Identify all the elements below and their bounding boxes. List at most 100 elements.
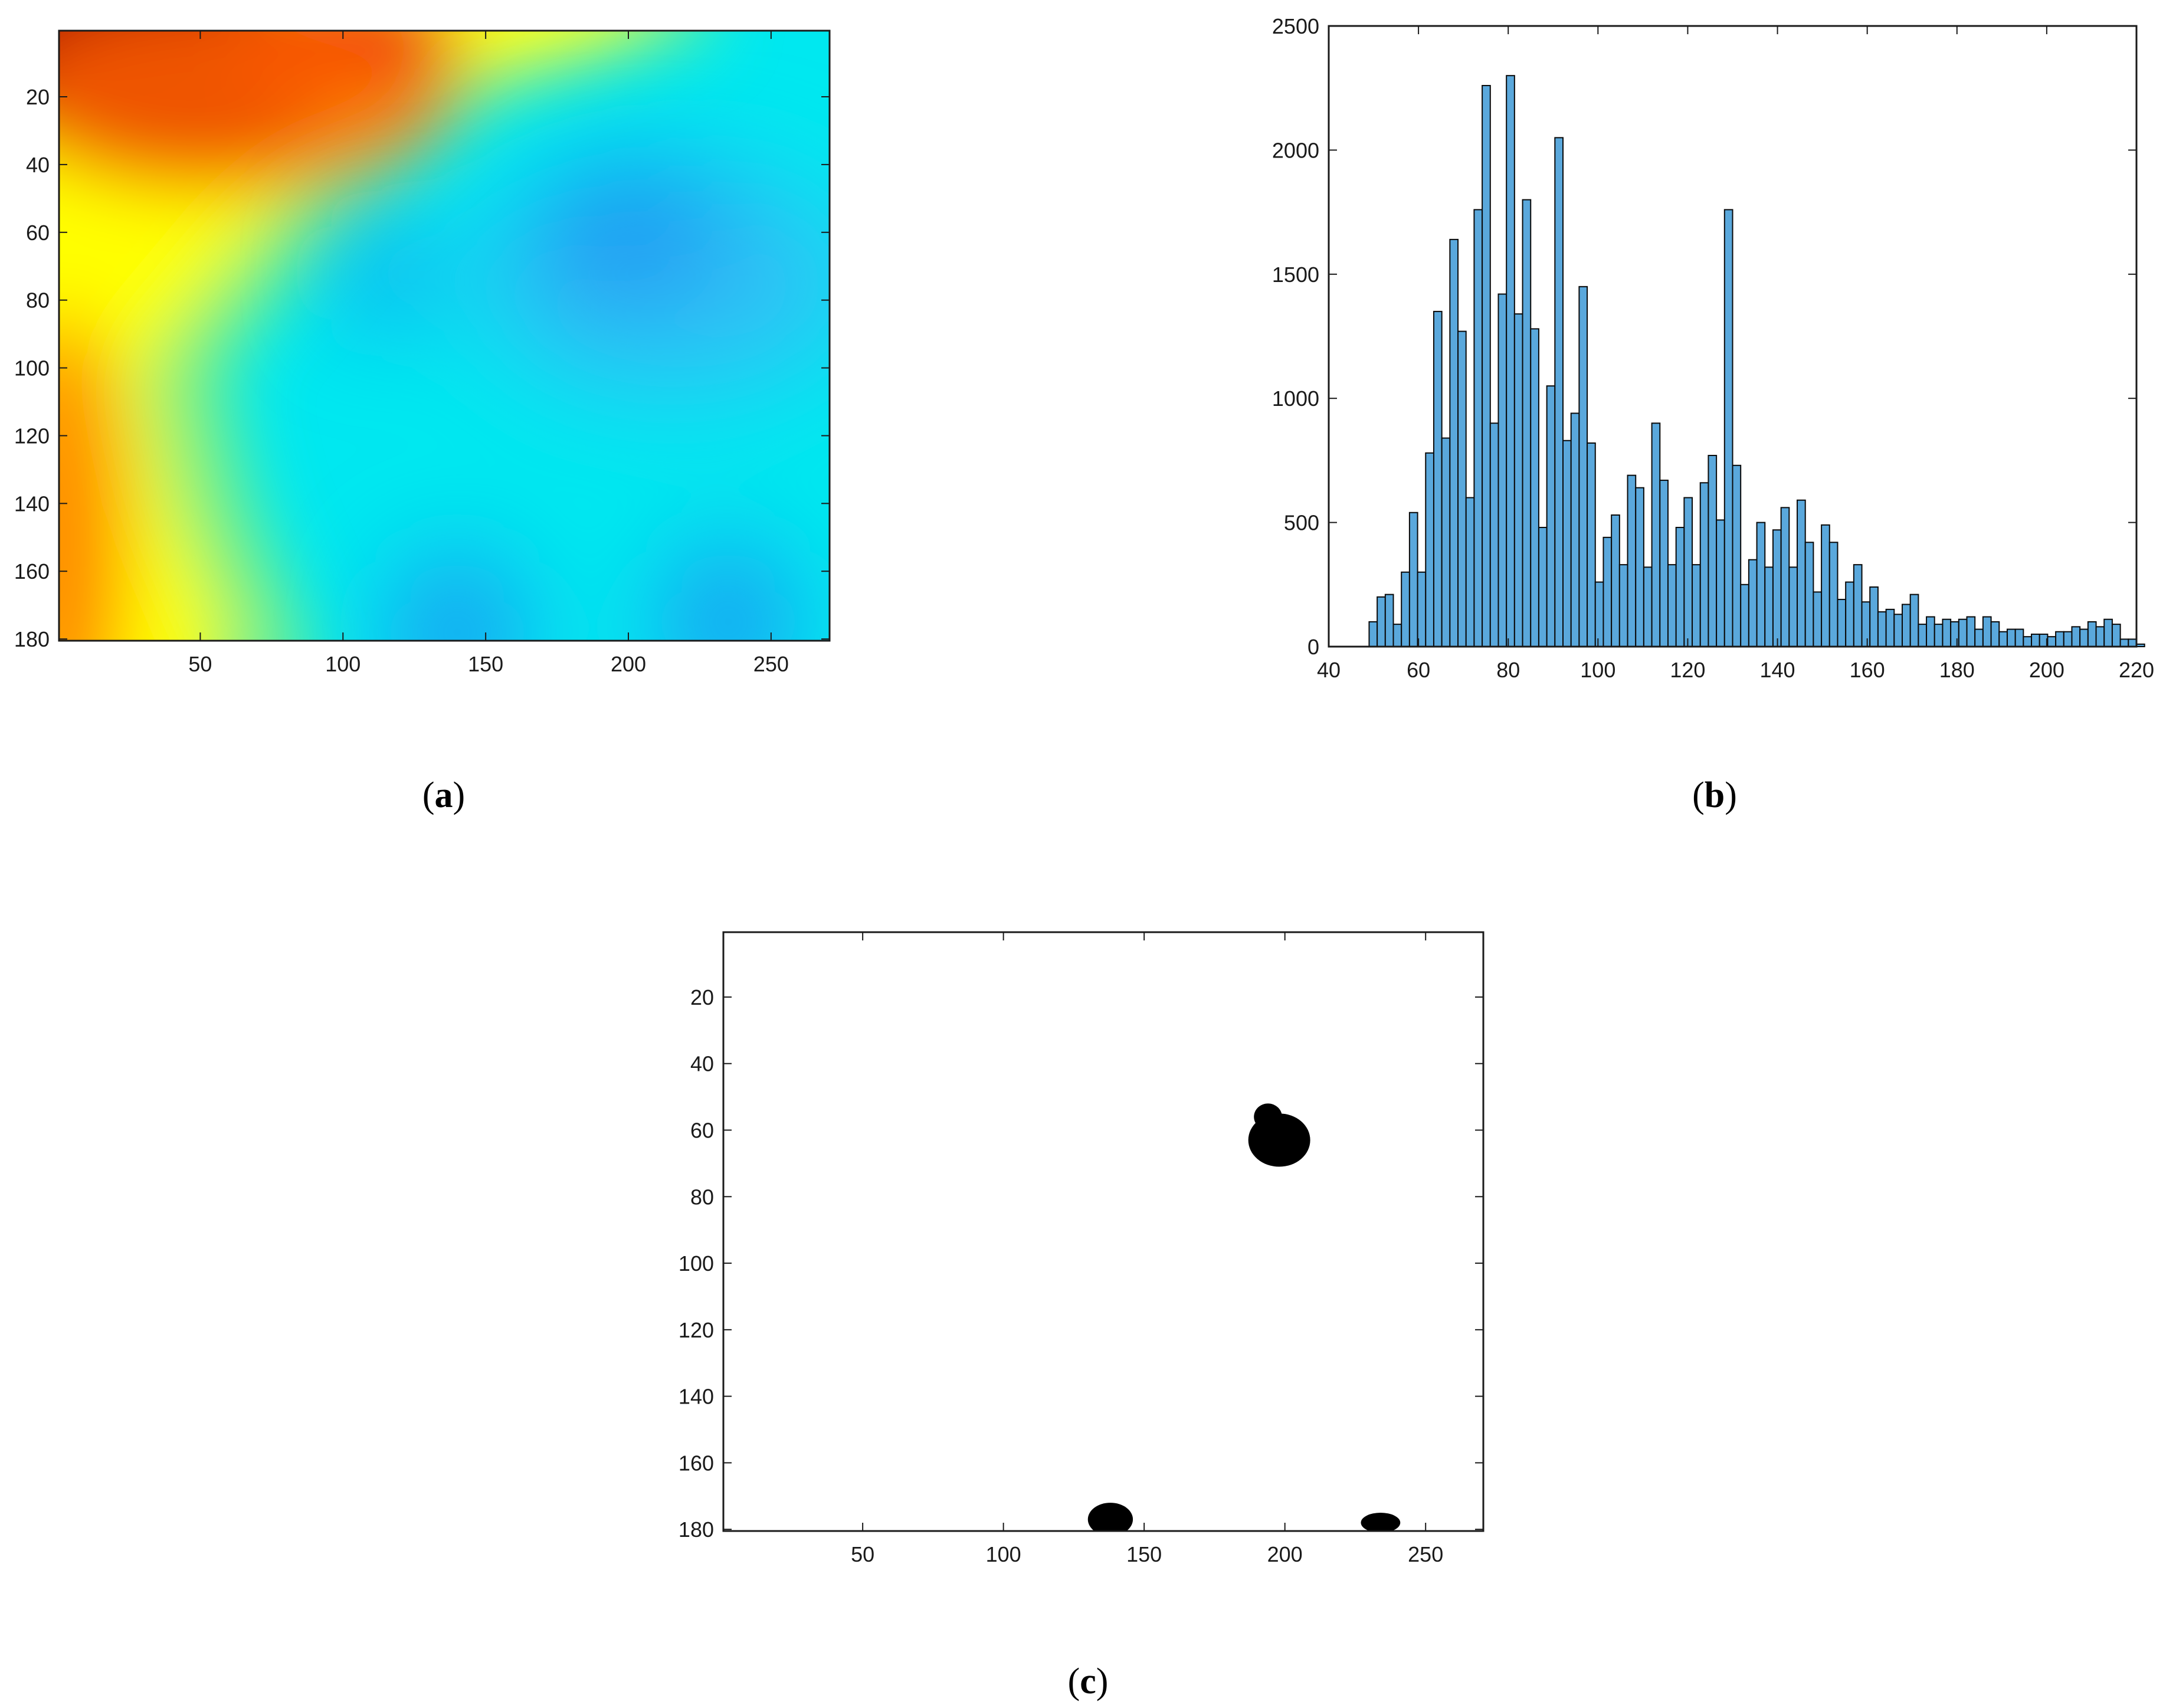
histogram-bar	[1813, 591, 1823, 648]
histogram-bar	[2055, 631, 2064, 647]
histogram-bar	[2095, 626, 2105, 648]
heatmap-a-cold-spot	[344, 219, 427, 326]
histogram-ytick-label: 0	[1307, 635, 1319, 659]
histogram-bar	[1740, 583, 1749, 647]
histogram-bar	[1699, 482, 1709, 647]
histogram-xtick-label: 100	[1580, 658, 1615, 682]
heatmap-a-ytick-label: 160	[14, 559, 50, 583]
histogram-bar	[1618, 564, 1628, 647]
histogram-xtick-label: 120	[1670, 658, 1705, 682]
caption-c: (c)	[1068, 1661, 1109, 1702]
heatmap-a-ytick-label: 180	[14, 627, 50, 651]
histogram-xtick-label: 80	[1496, 658, 1520, 682]
histogram-bar	[1473, 209, 1483, 647]
histogram-bar	[1489, 422, 1499, 648]
heatmap-a-xtick-label: 250	[753, 652, 789, 676]
histogram-bar	[1611, 514, 1620, 648]
histogram-bar	[1926, 616, 1935, 648]
binary-map-xtick-label: 200	[1267, 1542, 1303, 1566]
histogram-ytick-label: 2500	[1272, 14, 1319, 38]
histogram-bar	[1457, 330, 1467, 647]
histogram-bar	[1893, 614, 1903, 648]
histogram-bar	[1562, 440, 1572, 648]
heatmap-a-ytick-label: 100	[14, 356, 50, 381]
heatmap-a-ytick-label: 120	[14, 424, 50, 448]
histogram-bar	[1990, 621, 2000, 648]
histogram-ytick-label: 500	[1284, 511, 1319, 535]
histogram-bar	[2111, 624, 2121, 648]
histogram-bar	[1659, 480, 1669, 648]
histogram-bar	[1723, 209, 1733, 647]
histogram-bar	[2063, 631, 2073, 647]
histogram-bar	[1918, 624, 1928, 648]
binary-map-blob	[1254, 1103, 1282, 1130]
heatmap-a-cold-spot	[392, 555, 522, 641]
histogram-frame	[1328, 25, 2138, 648]
histogram-bar	[1869, 586, 1879, 647]
histogram-xtick-label: 180	[1939, 658, 1975, 682]
histogram-bar	[1538, 527, 1548, 647]
binary-map-xtick-label: 50	[851, 1542, 874, 1566]
histogram-bar	[1602, 536, 1613, 648]
binary-map-ytick-label: 180	[679, 1517, 714, 1542]
binary-map-blob	[1087, 1503, 1133, 1531]
heatmap-a-ytick-label: 20	[26, 85, 50, 109]
histogram-bar	[1554, 137, 1564, 648]
histogram-bar	[1449, 238, 1459, 647]
histogram-bar	[2079, 628, 2089, 647]
histogram-bar	[1828, 542, 1839, 647]
histogram-bar	[1683, 497, 1693, 648]
histogram-bar	[1408, 512, 1418, 647]
histogram-bar	[1377, 596, 1386, 648]
histogram-bar	[1885, 608, 1895, 648]
histogram-bar	[1368, 621, 1378, 648]
binary-map-ytick-label: 60	[690, 1119, 714, 1143]
histogram-bar	[1909, 594, 1919, 648]
histogram-bar	[1667, 564, 1677, 647]
histogram-bar	[1530, 328, 1539, 647]
histogram-bar	[1425, 452, 1434, 647]
histogram-bar	[1635, 487, 1644, 647]
heatmap-a-xtick-label: 150	[468, 652, 503, 676]
histogram-xtick-label: 200	[2029, 658, 2064, 682]
histogram-bar	[1546, 385, 1556, 647]
binary-map-ytick-label: 160	[679, 1451, 714, 1475]
panel-a: 50 100 150 200 250 20 40 60 80 100 120 140 160 180 (a…	[14, 29, 831, 815]
histogram-bar	[1998, 631, 2008, 647]
heatmap-a-ytick-label: 80	[26, 289, 50, 313]
heatmap-a-ytick-label: 60	[26, 221, 50, 245]
histogram-bar	[1401, 571, 1410, 648]
histogram-bar	[1901, 604, 1911, 647]
binary-map-axes: 50 100 150 200 250 20 40 60 80 100 120 140 160 180	[679, 932, 1483, 1566]
histogram-bar	[1675, 527, 1685, 647]
histogram-bar	[1797, 499, 1806, 648]
histogram-bar	[1570, 412, 1580, 647]
histogram-bar	[1384, 594, 1394, 648]
heatmap-a-xtick-label: 200	[611, 652, 646, 676]
histogram-bar	[1465, 497, 1475, 648]
histogram-bar	[1958, 618, 1968, 648]
histogram-bar	[1522, 199, 1532, 647]
histogram-bar	[1692, 564, 1701, 647]
histogram-bar	[1643, 566, 1653, 647]
histogram-bar	[2136, 643, 2145, 647]
histogram-bar	[1780, 507, 1790, 647]
histogram-bar	[1732, 464, 1742, 647]
binary-map-blob	[1361, 1512, 1401, 1531]
histogram-bar	[1392, 624, 1402, 648]
histogram-bar	[1417, 571, 1427, 648]
histogram-bar	[1934, 624, 1944, 648]
histogram-bar	[1966, 616, 1976, 648]
histogram-ytick-label: 2000	[1272, 138, 1319, 162]
binary-map-ytick-label: 80	[690, 1185, 714, 1209]
binary-map-background	[723, 932, 1483, 1531]
histogram-bar	[1506, 75, 1515, 648]
histogram-bar	[2006, 628, 2016, 647]
heatmap-a-ytick-label: 40	[26, 153, 50, 177]
histogram-bar	[1587, 442, 1596, 647]
panel-c: 50 100 150 200 250 20 40 60 80 100 120 140 160 180 (c…	[679, 931, 1484, 1702]
heatmap-a-xtick-label: 50	[188, 652, 212, 676]
histogram-bar	[1627, 474, 1637, 647]
histogram-bar	[1877, 611, 1887, 648]
